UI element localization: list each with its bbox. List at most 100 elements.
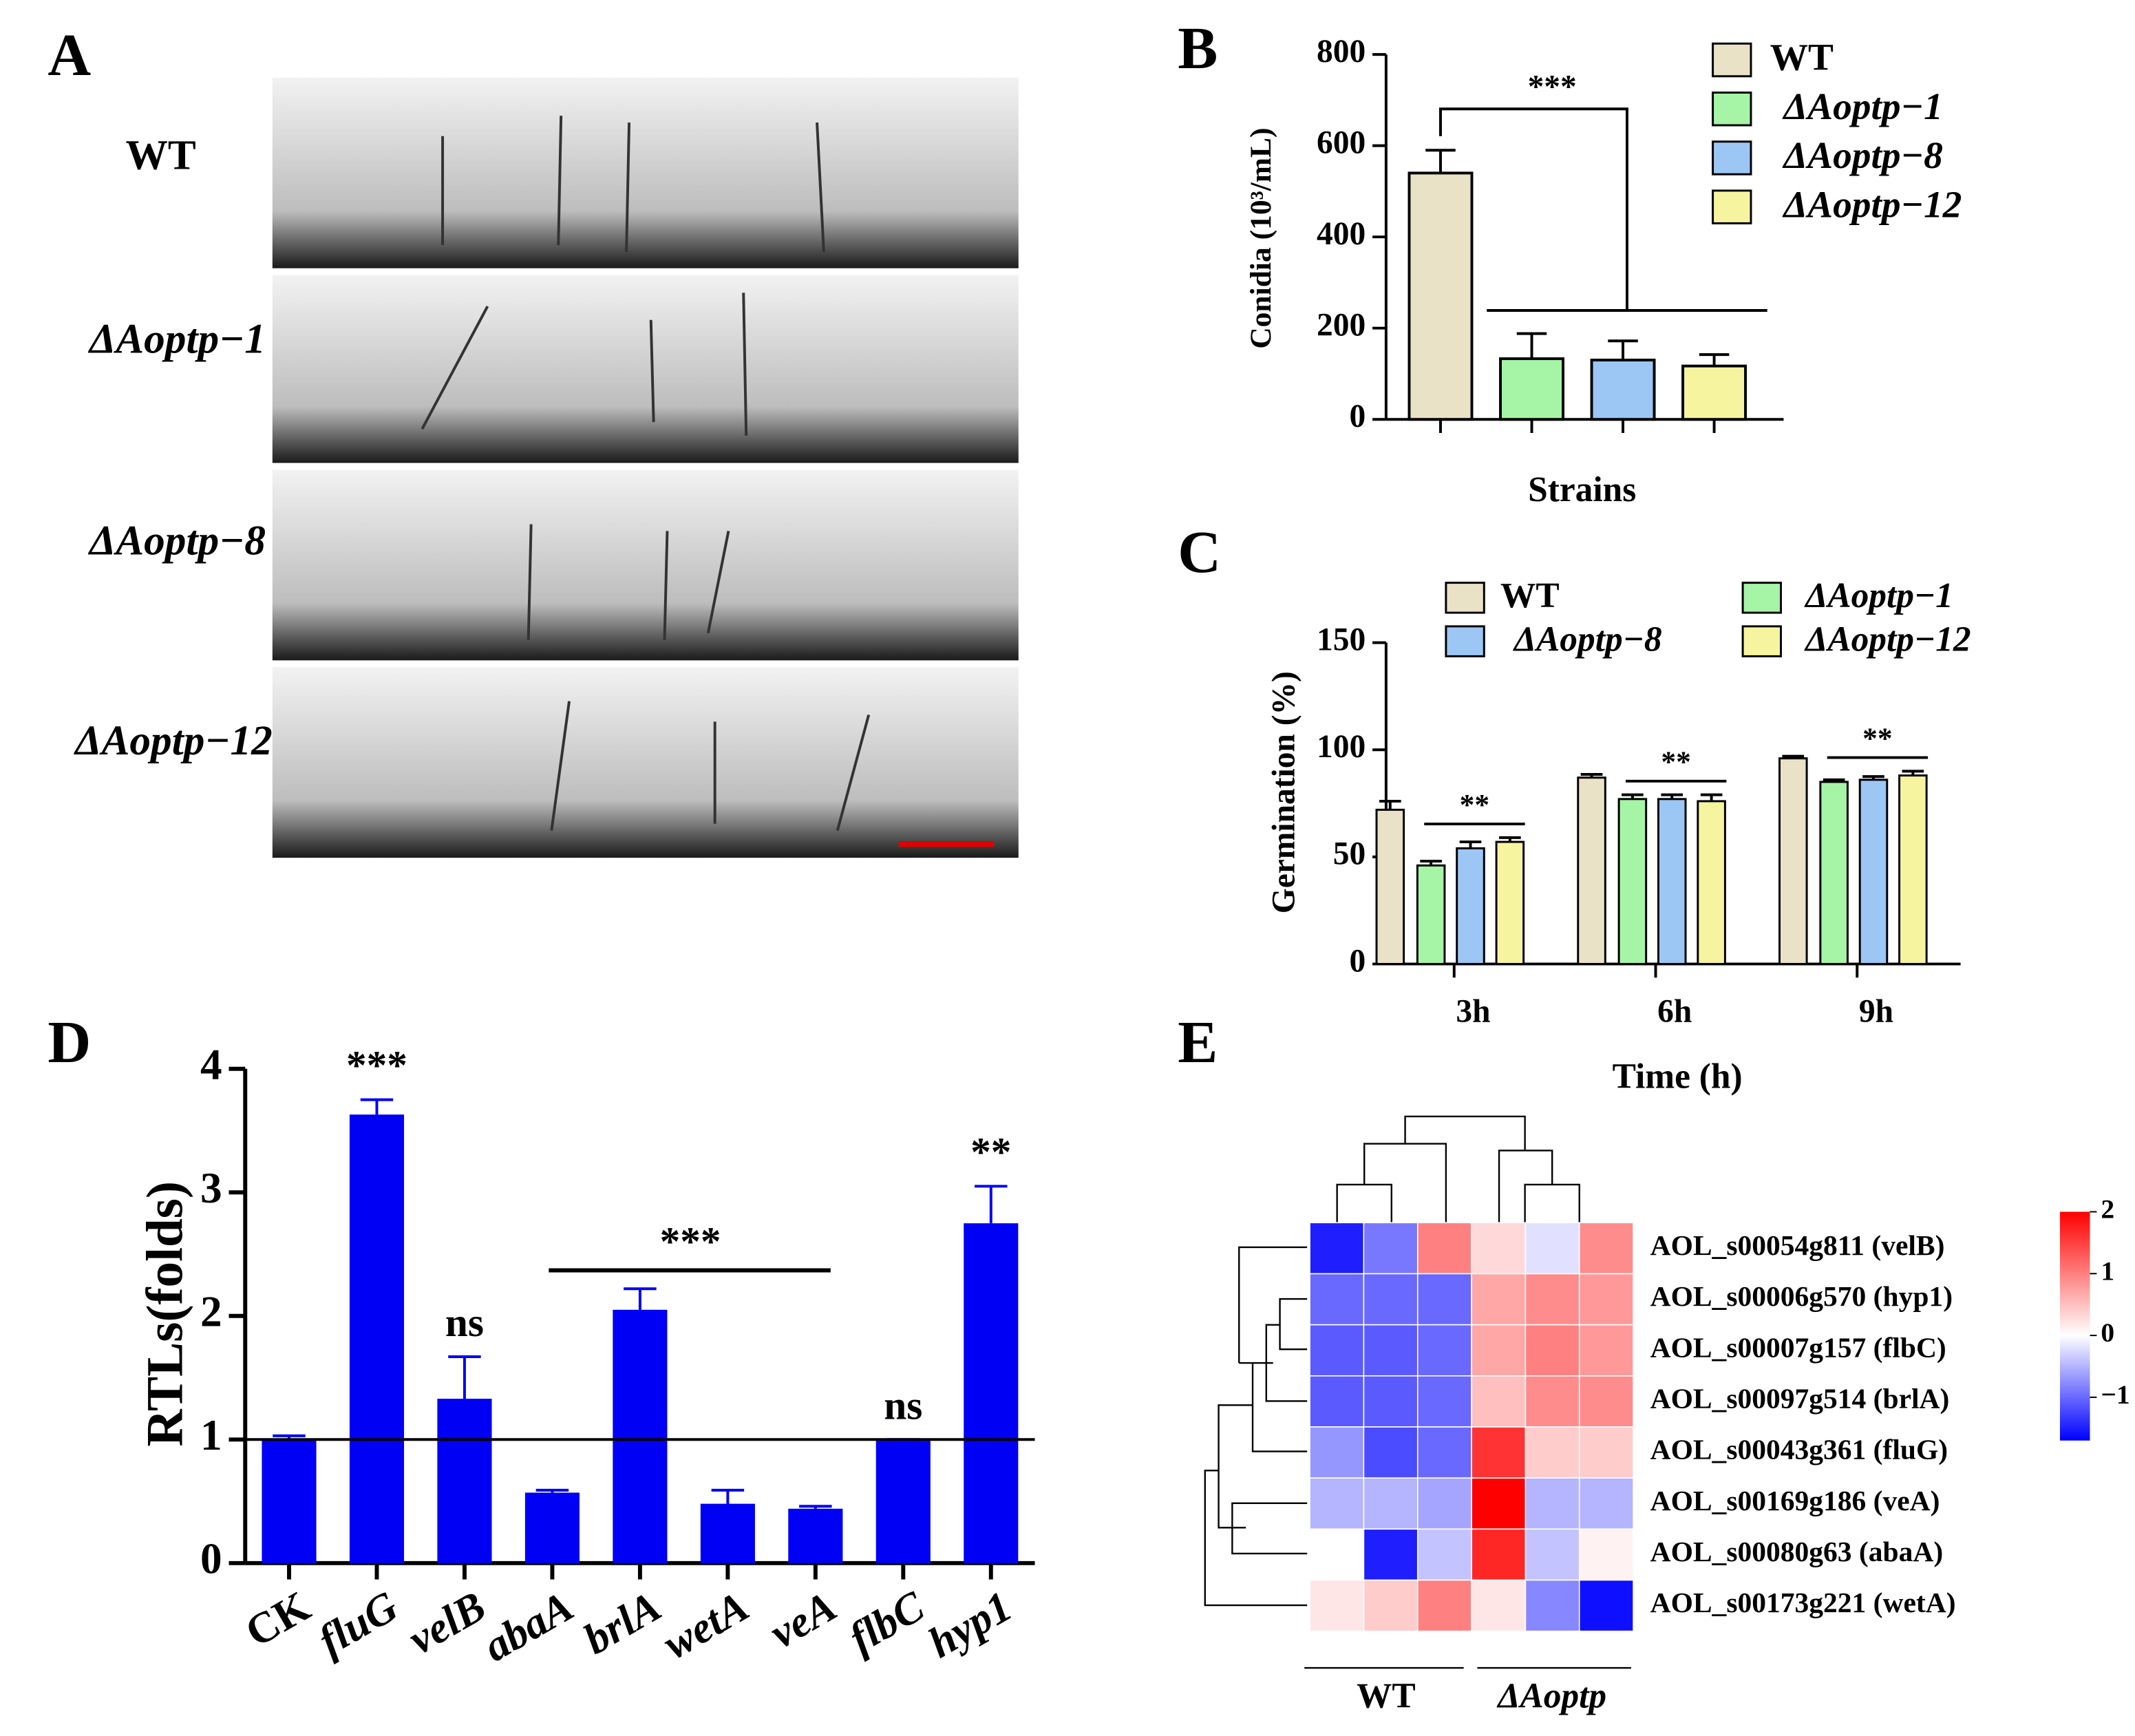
legend-label: WT xyxy=(1770,36,1834,78)
bar xyxy=(788,1508,843,1563)
row-label: AOL_s00080g63 (abaA) xyxy=(1650,1536,1944,1568)
bar xyxy=(1657,798,1687,965)
y-tick-label: 1 xyxy=(200,1411,222,1459)
heatmap-cell xyxy=(1309,1426,1365,1479)
bar xyxy=(1375,808,1405,965)
x-tick-label: wetA xyxy=(655,1582,757,1669)
panel-letter: A xyxy=(47,21,91,88)
colorbar xyxy=(2059,1211,2090,1441)
x-tick-label: 3h xyxy=(1456,994,1490,1030)
bar xyxy=(1456,847,1485,965)
y-tick-label: 150 xyxy=(1317,622,1366,658)
heatmap-cell xyxy=(1471,1426,1527,1479)
y-tick-label: 200 xyxy=(1317,308,1366,343)
bar xyxy=(700,1503,755,1563)
heatmap-cell xyxy=(1309,1375,1365,1428)
y-tick-label: 0 xyxy=(1349,399,1366,434)
bar xyxy=(524,1492,580,1563)
heatmap-cell xyxy=(1578,1273,1634,1326)
legend-label: ΔAoptp−1 xyxy=(1782,85,1942,127)
y-tick-label: 0 xyxy=(1349,943,1366,979)
panel-letter: B xyxy=(1178,14,1218,81)
heatmap-cell xyxy=(1363,1273,1419,1326)
heatmap-cell xyxy=(1363,1426,1419,1479)
dendrograms xyxy=(1204,1115,1580,1607)
colorbar-label: 2 xyxy=(2101,1194,2114,1225)
micrographs xyxy=(272,77,1019,858)
bar xyxy=(964,1223,1019,1563)
y-tick-label: 3 xyxy=(200,1164,222,1212)
x-tick-label: flbC xyxy=(841,1582,933,1662)
heatmap-cell xyxy=(1471,1375,1527,1428)
heatmap-cell xyxy=(1309,1273,1365,1326)
heatmap-cell xyxy=(1471,1477,1527,1530)
bar xyxy=(349,1114,405,1563)
significance: ** xyxy=(970,1129,1011,1174)
heatmap-cell xyxy=(1416,1426,1472,1479)
heatmap-cell xyxy=(1309,1222,1365,1275)
legend-swatch xyxy=(1741,625,1782,657)
bar xyxy=(1416,864,1446,965)
heatmap-cell xyxy=(1525,1273,1580,1326)
bar xyxy=(1499,357,1564,421)
row-label: ΔAoptp−8 xyxy=(87,517,266,564)
bar xyxy=(875,1441,931,1563)
x-tick-label: hyp1 xyxy=(920,1582,1020,1667)
legend-swatch xyxy=(1712,92,1752,127)
heatmap-cell xyxy=(1525,1477,1580,1530)
legend-label: ΔAoptp−1 xyxy=(1804,576,1953,615)
row-label: AOL_s00006g570 (hyp1) xyxy=(1650,1280,1953,1313)
photo xyxy=(272,667,1019,858)
heatmap-cell xyxy=(1578,1528,1634,1581)
panel-letter: E xyxy=(1178,1008,1218,1075)
bar xyxy=(1819,781,1849,965)
heatmap-cell xyxy=(1578,1324,1634,1377)
heatmap-cell xyxy=(1578,1477,1634,1530)
bar xyxy=(1617,798,1648,965)
heatmap-cell xyxy=(1525,1528,1580,1581)
legend-label: ΔAoptp−12 xyxy=(1804,620,1971,659)
heatmap-cell xyxy=(1471,1273,1527,1326)
significance: ** xyxy=(1460,788,1489,821)
heatmap-cell xyxy=(1525,1579,1580,1632)
heatmap-cell xyxy=(1363,1375,1419,1428)
photo xyxy=(272,77,1019,268)
y-tick-label: 4 xyxy=(200,1040,222,1088)
row-label: AOL_s00043g361 (fluG) xyxy=(1650,1434,1948,1466)
heatmap-cell xyxy=(1416,1375,1472,1428)
y-tick-label: 0 xyxy=(200,1534,222,1582)
legend-swatch xyxy=(1712,189,1752,224)
significance: ns xyxy=(445,1300,484,1345)
heatmap-cell xyxy=(1471,1528,1527,1581)
heatmap-cell xyxy=(1363,1222,1419,1275)
y-tick-label: 100 xyxy=(1317,729,1366,765)
legend-label: ΔAoptp−8 xyxy=(1782,134,1942,176)
heatmap-cell xyxy=(1525,1324,1580,1377)
colorbar-label: 1 xyxy=(2101,1256,2114,1286)
heatmap-cell xyxy=(1471,1324,1527,1377)
bar xyxy=(1408,171,1474,421)
legend-swatch xyxy=(1741,582,1782,614)
row-label: AOL_s00097g514 (brlA) xyxy=(1650,1382,1950,1415)
heatmap-cell xyxy=(1363,1324,1419,1377)
row-label: AOL_s00007g157 (flbC) xyxy=(1650,1331,1946,1364)
heatmap-cell xyxy=(1416,1579,1472,1632)
bar xyxy=(1858,779,1889,965)
bar xyxy=(1495,840,1525,965)
bar xyxy=(437,1399,492,1563)
heatmap-cell xyxy=(1416,1324,1472,1377)
significance-bracket xyxy=(1439,107,1767,312)
legend-swatch xyxy=(1445,582,1485,614)
heatmap-cell xyxy=(1309,1477,1365,1530)
conidiophores xyxy=(421,116,871,832)
group-significance: *** xyxy=(660,1219,721,1264)
bar xyxy=(262,1439,317,1563)
heatmap-cell xyxy=(1416,1222,1472,1275)
x-tick-label: abaA xyxy=(476,1582,582,1671)
heatmap-cell xyxy=(1525,1375,1580,1428)
heatmap-cell xyxy=(1363,1477,1419,1530)
colorbar-label: −1 xyxy=(2101,1379,2129,1410)
bar xyxy=(1577,776,1606,965)
